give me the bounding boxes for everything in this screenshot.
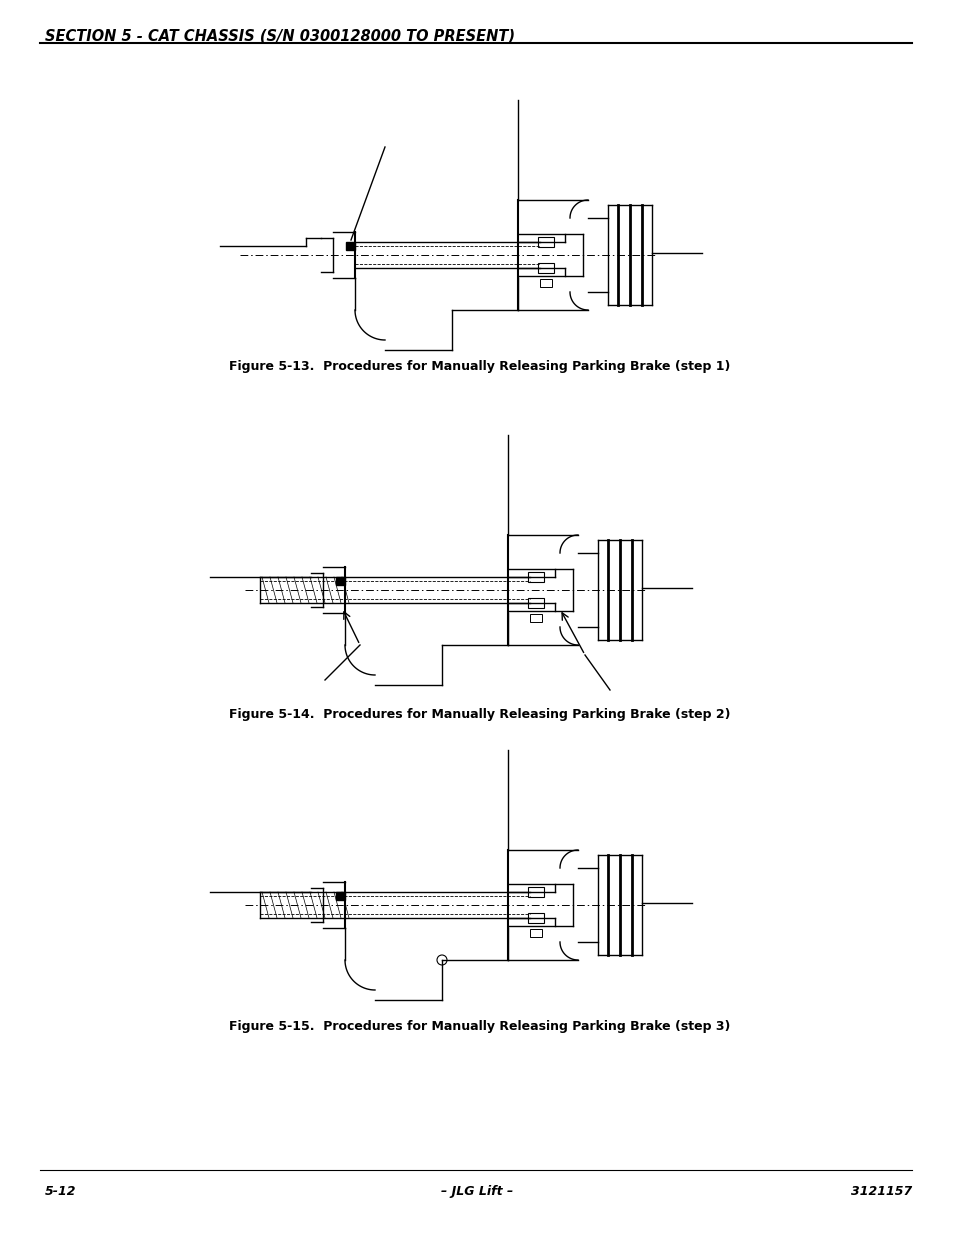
Bar xyxy=(539,279,552,287)
Bar xyxy=(346,242,355,249)
Text: SECTION 5 - CAT CHASSIS (S/N 0300128000 TO PRESENT): SECTION 5 - CAT CHASSIS (S/N 0300128000 … xyxy=(45,28,515,43)
Bar xyxy=(527,913,543,923)
Bar xyxy=(537,237,554,247)
Bar xyxy=(530,614,541,622)
Text: – JLG Lift –: – JLG Lift – xyxy=(440,1186,513,1198)
Bar xyxy=(335,892,345,900)
Bar xyxy=(335,577,345,585)
Bar xyxy=(537,263,554,273)
Bar xyxy=(530,929,541,937)
Text: 5-12: 5-12 xyxy=(45,1186,76,1198)
Bar xyxy=(527,887,543,897)
Text: Figure 5-15.  Procedures for Manually Releasing Parking Brake (step 3): Figure 5-15. Procedures for Manually Rel… xyxy=(229,1020,730,1032)
Bar xyxy=(527,572,543,582)
Text: Figure 5-14.  Procedures for Manually Releasing Parking Brake (step 2): Figure 5-14. Procedures for Manually Rel… xyxy=(229,708,730,721)
Bar xyxy=(527,598,543,608)
Text: Figure 5-13.  Procedures for Manually Releasing Parking Brake (step 1): Figure 5-13. Procedures for Manually Rel… xyxy=(229,359,730,373)
Text: 3121157: 3121157 xyxy=(850,1186,911,1198)
